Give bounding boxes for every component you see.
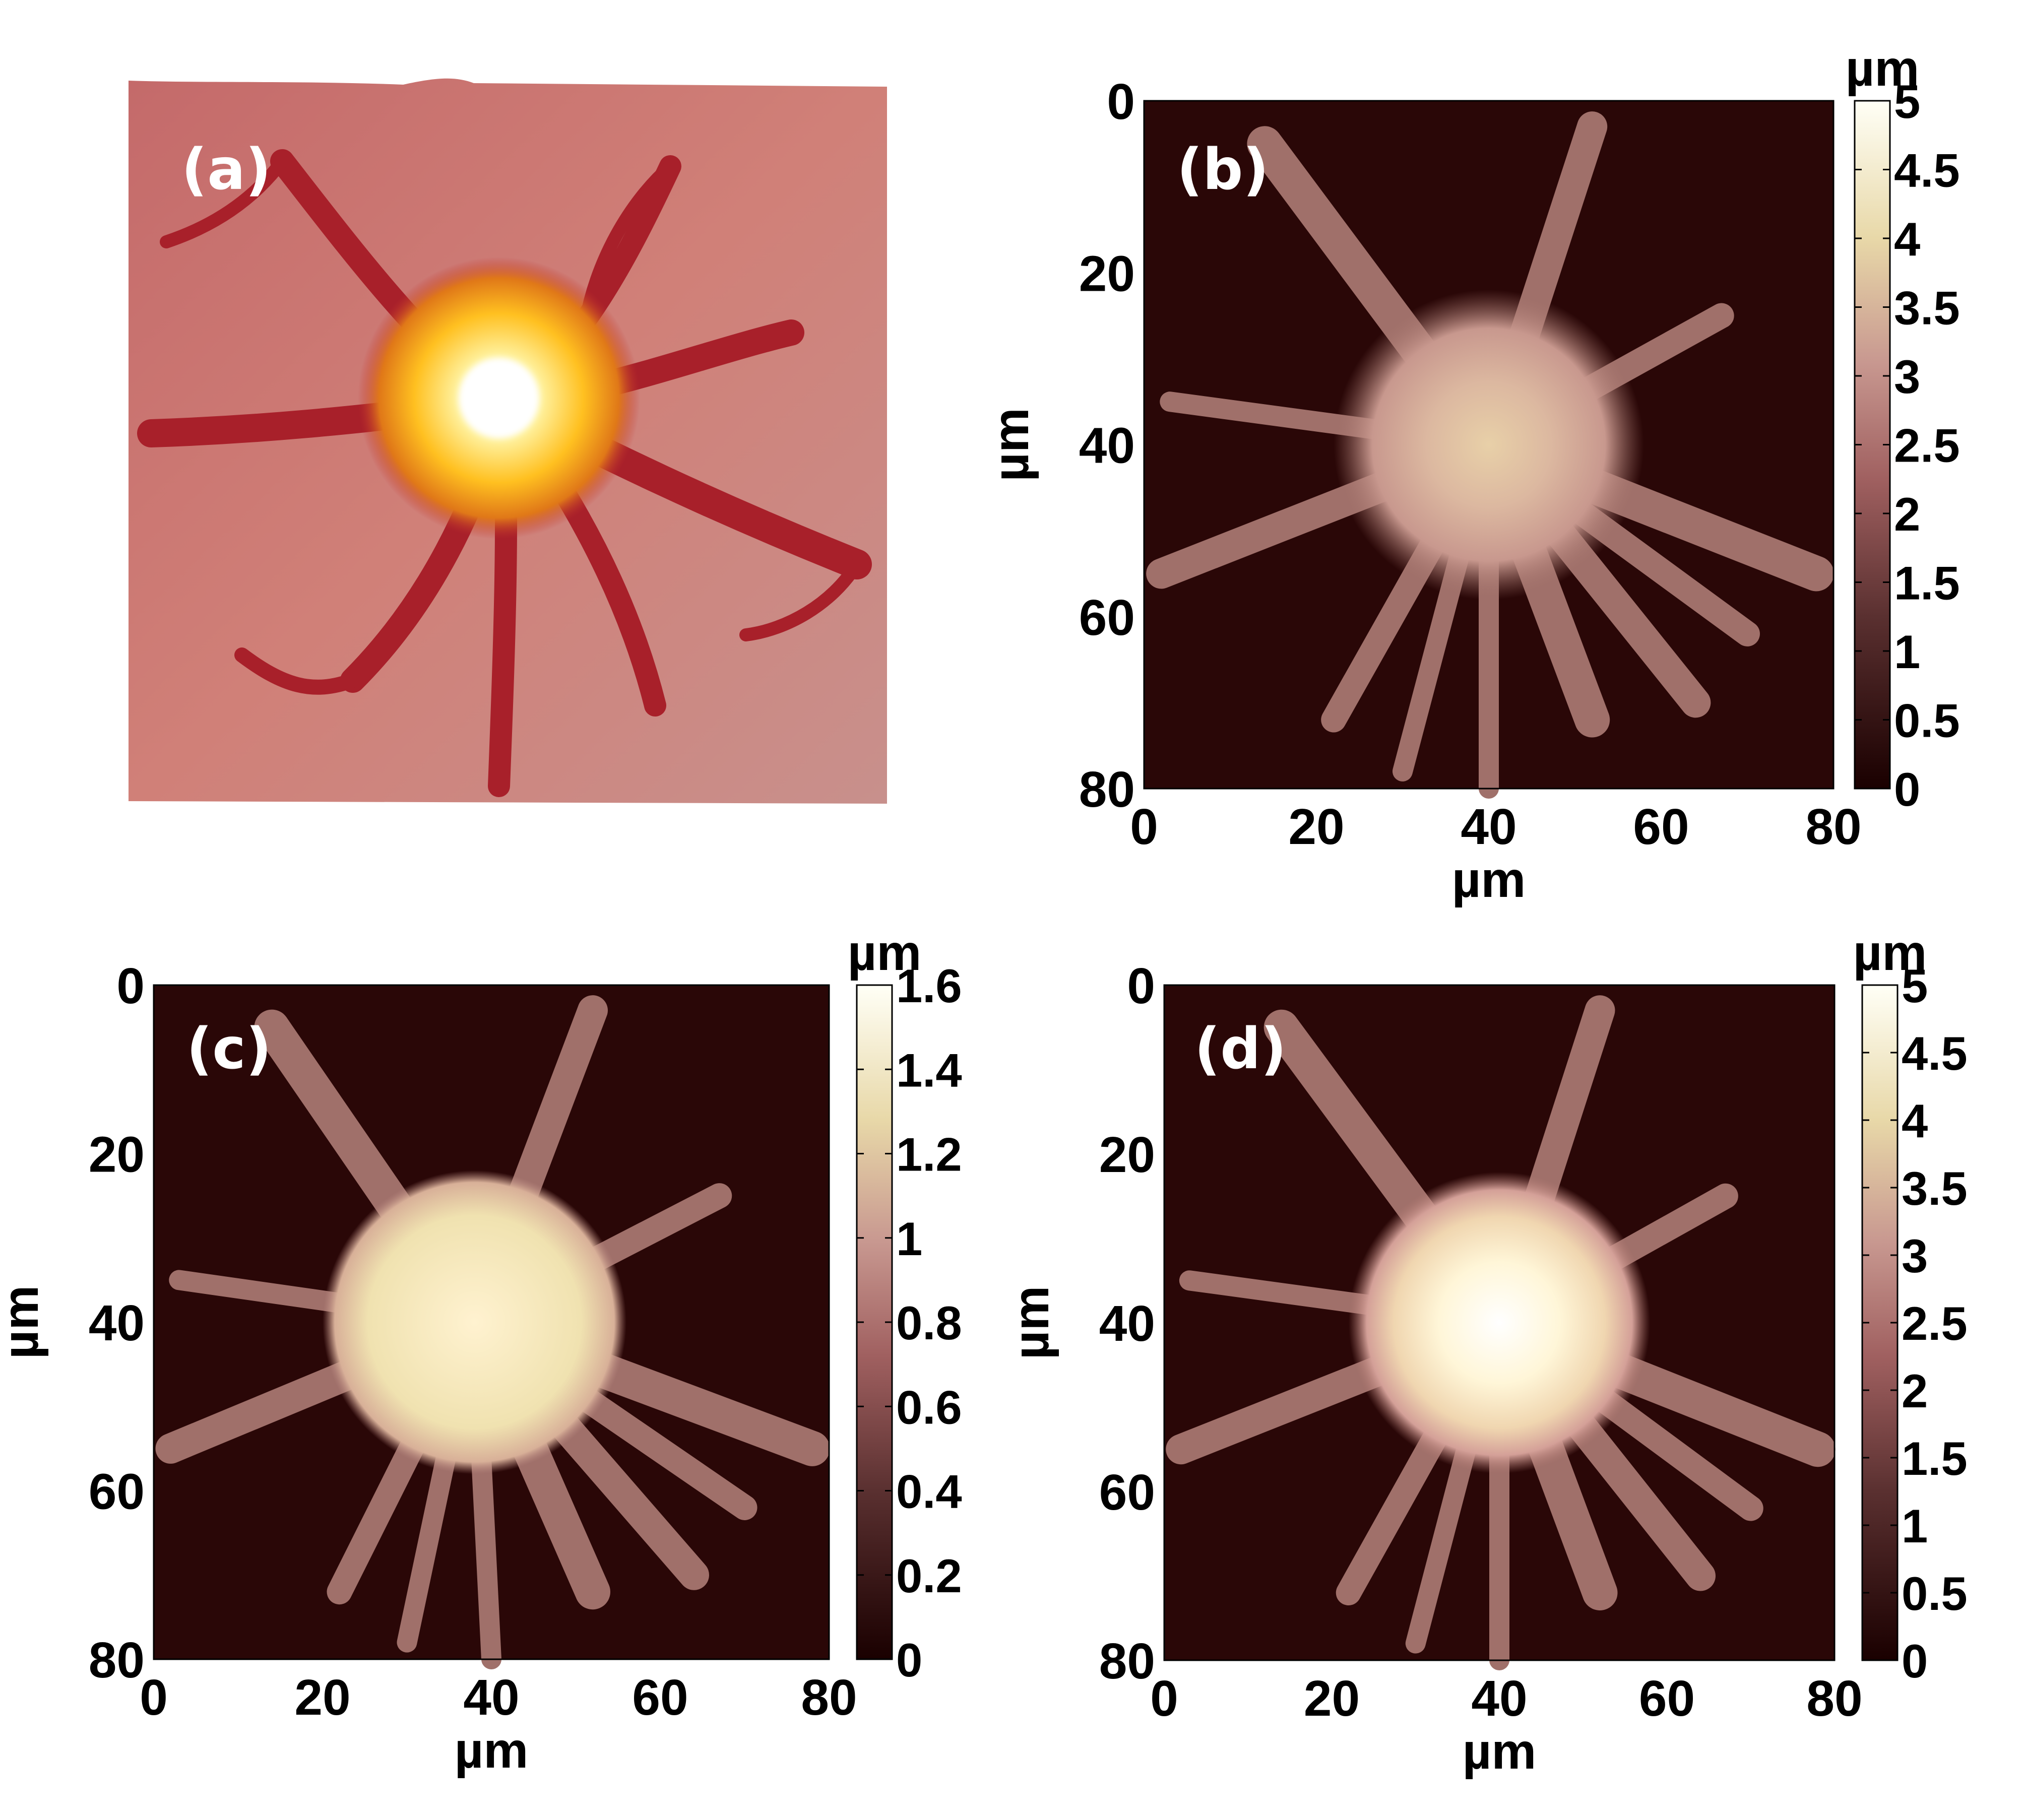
plot-frame [1143, 100, 1835, 790]
colorbar-tick-label: 5 [1902, 959, 1928, 1012]
panel-label-c: (c) [186, 1016, 272, 1082]
colorbar-tick-label: 1.2 [896, 1128, 962, 1181]
panel-b: 0 20 40 60 80020406080µmµm(b)00.511.522.533.… [983, 40, 1960, 908]
soma [1334, 289, 1644, 600]
x-tick-label: 60 [1633, 799, 1689, 855]
plot-frame [1163, 984, 1836, 1661]
colorbar-tick-label: 3.5 [1894, 282, 1960, 335]
x-axis-label: µm [1463, 1723, 1537, 1780]
colorbar-tick-label: 4.5 [1894, 144, 1960, 197]
x-tick-label: 60 [1639, 1670, 1695, 1727]
y-tick-label: 20 [89, 1127, 145, 1183]
colorbar-tick-label: 2.5 [1894, 419, 1960, 472]
x-tick-label: 80 [1806, 1670, 1862, 1727]
colorbar-tick-label: 4 [1902, 1094, 1928, 1147]
plot-frame [153, 984, 830, 1660]
x-tick-label: 80 [801, 1669, 857, 1726]
y-tick-label: 80 [1099, 1633, 1155, 1689]
colorbar-tick-label: 0 [1894, 763, 1920, 816]
soma [1348, 1172, 1651, 1474]
y-tick-label: 80 [1079, 761, 1135, 818]
panel-a: (a) [129, 78, 887, 804]
colorbar-tick-label: 2 [1894, 488, 1920, 541]
panel-label-d: (d) [1194, 1016, 1287, 1082]
colorbar-tick-label: 0 [1902, 1635, 1928, 1687]
x-tick-label: 40 [1471, 1670, 1527, 1727]
colorbar-tick-label: 0 [896, 1634, 922, 1686]
colorbar-tick-label: 1 [896, 1212, 922, 1265]
x-tick-label: 0 [1130, 799, 1158, 855]
colorbar-tick-label: 0.2 [896, 1549, 962, 1602]
y-tick-label: 60 [1099, 1464, 1155, 1521]
x-tick-label: 0 [1150, 1670, 1178, 1727]
colorbar-tick-label: 0.5 [1902, 1567, 1968, 1620]
x-tick-label: 20 [1304, 1670, 1360, 1727]
x-axis-label: µm [455, 1722, 529, 1779]
y-axis-label: µm [0, 1285, 49, 1359]
colorbar-tick-label: 1 [1902, 1500, 1928, 1552]
panel-d: 0 20 40 60 80020406080µmµm(d)00.511.522.533.… [1003, 925, 1968, 1780]
x-tick-label: 80 [1805, 799, 1861, 855]
colorbar-tick-label: 3 [1894, 350, 1920, 403]
colorbar-tick-label: 2 [1902, 1364, 1928, 1417]
soma-highlight-a [459, 358, 539, 438]
colorbar-tick-label: 0.8 [896, 1296, 962, 1349]
x-tick-label: 20 [294, 1669, 350, 1726]
colorbar-tick-label: 1.5 [1902, 1432, 1968, 1485]
y-tick-label: 20 [1099, 1127, 1155, 1183]
soma [323, 1170, 626, 1474]
y-axis-label: µm [983, 408, 1039, 482]
y-tick-label: 20 [1079, 245, 1135, 302]
y-tick-label: 80 [89, 1632, 145, 1688]
x-axis-label: µm [1452, 852, 1526, 908]
panel-c: 0 20 40 60 80020406080µmµm(c)00.20.40.60.811… [0, 925, 962, 1779]
x-tick-label: 20 [1288, 799, 1344, 855]
y-tick-label: 40 [1079, 418, 1135, 474]
x-tick-label: 40 [1461, 799, 1516, 855]
panel-label-a: (a) [181, 137, 271, 203]
colorbar-tick-label: 1 [1894, 625, 1920, 678]
y-tick-label: 60 [89, 1464, 145, 1520]
colorbar-tick-label: 5 [1894, 75, 1920, 128]
panel-label-b: (b) [1177, 137, 1269, 203]
y-axis-label: µm [1003, 1286, 1059, 1360]
colorbar-tick-label: 0.5 [1894, 694, 1960, 747]
colorbar-tick-label: 2.5 [1902, 1297, 1968, 1350]
colorbar-unit-label: µm [1846, 40, 1920, 97]
colorbar-tick-label: 4.5 [1902, 1027, 1968, 1080]
colorbar-tick-label: 4 [1894, 213, 1920, 266]
colorbar-tick-label: 1.6 [896, 959, 962, 1012]
y-tick-label: 0 [1127, 958, 1155, 1014]
x-tick-label: 40 [463, 1669, 519, 1726]
x-tick-label: 60 [632, 1669, 688, 1726]
colorbar-unit-label: µm [848, 925, 922, 981]
heatmap-panels: 0 20 40 60 80020406080µmµm(b)00.511.522.533.… [0, 40, 1968, 1780]
colorbar-tick-label: 0.6 [896, 1381, 962, 1434]
neuron-a [137, 149, 872, 797]
y-tick-label: 40 [89, 1295, 145, 1351]
y-tick-label: 40 [1099, 1295, 1155, 1352]
colorbar-tick-label: 0.4 [896, 1465, 962, 1518]
y-tick-label: 60 [1079, 590, 1135, 646]
colorbar-tick-label: 1.4 [896, 1044, 962, 1096]
x-tick-label: 0 [140, 1669, 168, 1726]
colorbar-tick-label: 1.5 [1894, 557, 1960, 610]
y-tick-label: 0 [116, 958, 145, 1014]
y-tick-label: 0 [1107, 74, 1135, 130]
colorbar-tick-label: 3.5 [1902, 1162, 1968, 1215]
colorbar-tick-label: 3 [1902, 1229, 1928, 1282]
colorbar-unit-label: µm [1853, 925, 1927, 981]
